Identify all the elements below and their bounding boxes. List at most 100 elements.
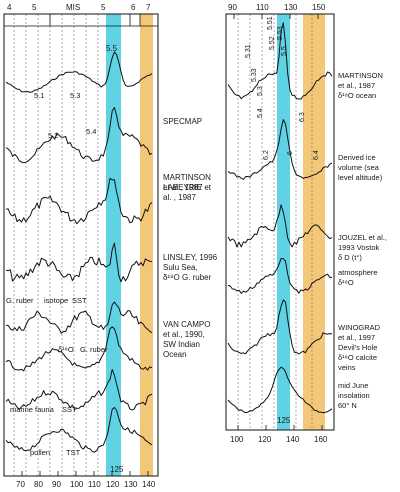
left-top-label-5: 7: [146, 3, 151, 12]
left-curve-6: [5, 369, 153, 411]
right-frame: [225, 13, 335, 431]
right-top-tick-label-3: 150: [312, 3, 326, 12]
left-curve-1: [5, 107, 153, 164]
left-series-label-2-line-0: LABEYRIE et: [163, 183, 212, 192]
right-curve-4: [227, 299, 333, 355]
left-curve-label-9: marine fauna: [10, 405, 55, 414]
right-series-label-4-line-1: et al., 1997: [338, 333, 375, 342]
left-series-label-3-line-1: Sulu Sea,: [163, 263, 198, 272]
left-x-tick-label-3: 100: [70, 480, 84, 489]
left-series-label-3-line-2: δ¹⁸O G. ruber: [163, 273, 212, 282]
right-curve-label-5: 5.53: [277, 26, 284, 40]
right-series-label-5-line-2: 60° N: [338, 401, 357, 410]
left-x-tick-label-2: 90: [52, 480, 61, 489]
right-curve-label-7: 5.5: [281, 46, 288, 56]
left-series-label-0-line-0: SPECMAP: [163, 117, 202, 126]
left-x-tick-label-1: 80: [34, 480, 43, 489]
right-curve-label-9: 6.2: [263, 150, 270, 160]
right-x-tick-label-1: 120: [258, 435, 272, 444]
right-curve-5: [227, 366, 333, 414]
right-curve-label-10: 6.3: [299, 112, 306, 122]
left-curve-7: [5, 407, 153, 453]
left-highlight-label-0: 5.5: [106, 44, 118, 53]
left-series-label-4-line-2: SW Indian: [163, 340, 200, 349]
left-top-label-0: 4: [7, 3, 12, 12]
left-series-label-2-line-1: al. , 1987: [163, 193, 196, 202]
right-curve-label-8: 6: [287, 151, 294, 155]
right-top-tick-label-1: 110: [256, 3, 269, 12]
left-curve-5: [5, 326, 153, 372]
left-top-label-3: 5: [101, 3, 106, 12]
left-curve-label-12: TST: [66, 448, 81, 457]
left-series-label-1-line-0: MARTINSON: [163, 173, 211, 182]
left-frame: [3, 13, 159, 477]
right-series-label-4-line-3: δ¹⁸O calcite: [338, 353, 377, 362]
left-x-tick-label-5: 120: [106, 480, 120, 489]
left-curve-2: [5, 177, 153, 225]
left-series-label-4-line-1: et al., 1990,: [163, 330, 205, 339]
left-curve-label-3: 5.4: [86, 127, 96, 136]
right-series-label-2-line-2: δ D (t°): [338, 253, 362, 262]
right-curve-label-3: 5.4: [257, 108, 264, 118]
left-curve-3: [5, 242, 153, 283]
left-curve-label-2: 5.2: [48, 131, 58, 140]
right-top-tick-label-0: 90: [228, 3, 237, 12]
right-orange-band: [303, 14, 325, 430]
left-top-label-2: MIS: [66, 3, 80, 12]
right-highlight-label-0: 125: [277, 416, 291, 425]
right-curve-label-4: 5.51: [267, 16, 274, 30]
left-curve-label-10: SST: [62, 405, 77, 414]
left-x-tick-label-0: 70: [16, 480, 25, 489]
right-series-label-0-line-2: δ¹⁸O ocean: [338, 91, 376, 100]
right-series-label-5-line-0: mid June: [338, 381, 368, 390]
left-series-label-4-line-0: VAN CAMPO: [163, 320, 210, 329]
right-series-label-1-line-2: level altitude): [338, 173, 383, 182]
left-x-tick-label-7: 140: [142, 480, 156, 489]
left-curve-4: [6, 301, 153, 334]
right-series-label-3-line-0: atmosphere: [338, 268, 378, 277]
right-series-label-4-line-2: Devil's Hole: [338, 343, 377, 352]
right-series-label-1-line-1: volume (sea: [338, 163, 380, 172]
right-series-label-3-line-1: δ¹⁸O: [338, 278, 354, 287]
left-curve-label-1: 5.3: [70, 91, 80, 100]
left-highlight-label-1: 125: [110, 465, 124, 474]
left-x-tick-label-6: 130: [124, 480, 138, 489]
right-series-label-1-line-0: Derived ice: [338, 153, 376, 162]
left-curve-label-4: G. ruber: [6, 296, 34, 305]
right-series-label-2-line-0: JOUZEL et al.,: [338, 233, 387, 242]
left-top-label-4: 6: [131, 3, 136, 12]
right-cyan-band: [277, 14, 290, 430]
right-series-label-5-line-1: insolation: [338, 391, 370, 400]
right-top-tick-label-2: 130: [284, 3, 298, 12]
left-top-label-1: 5: [32, 3, 37, 12]
right-series-label-2-line-1: 1993 Vostok: [338, 243, 380, 252]
left-curve-label-8: G. ruber: [80, 345, 108, 354]
right-curve-label-0: 5.31: [245, 44, 252, 58]
right-series-label-4-line-0: WINOGRAD: [338, 323, 381, 332]
right-x-tick-label-3: 160: [314, 435, 328, 444]
right-x-tick-label-2: 140: [286, 435, 300, 444]
left-series-label-3-line-0: LINSLEY, 1996: [163, 253, 218, 262]
left-curve-label-0: 5.1: [34, 91, 44, 100]
right-curve-label-11: 6.4: [313, 150, 320, 160]
right-curve-2: [227, 204, 333, 248]
left-curve-label-11: pollen: [30, 448, 50, 457]
left-curve-label-5: isotope: [44, 296, 68, 305]
right-series-label-4-line-4: veins: [338, 363, 356, 372]
right-curve-label-2: 5.3: [257, 86, 264, 96]
right-curve-label-1: 5.33: [251, 68, 258, 82]
left-curve-label-7: δ¹⁸O: [58, 345, 74, 354]
left-curve-0: [5, 51, 153, 93]
left-curve-label-6: SST: [72, 296, 87, 305]
right-x-tick-label-0: 100: [230, 435, 244, 444]
left-series-label-1-line-1: et al., 1987: [163, 183, 203, 192]
left-series-label-4-line-3: Ocean: [163, 350, 187, 359]
right-curve-0: [227, 22, 333, 100]
right-curve-label-6: 5.52: [269, 36, 276, 50]
left-x-tick-label-4: 110: [88, 480, 101, 489]
right-series-label-0-line-0: MARTINSON: [338, 71, 383, 80]
left-orange-band: [140, 14, 153, 476]
right-curve-3: [227, 257, 333, 294]
right-series-label-0-line-1: et al., 1987: [338, 81, 375, 90]
